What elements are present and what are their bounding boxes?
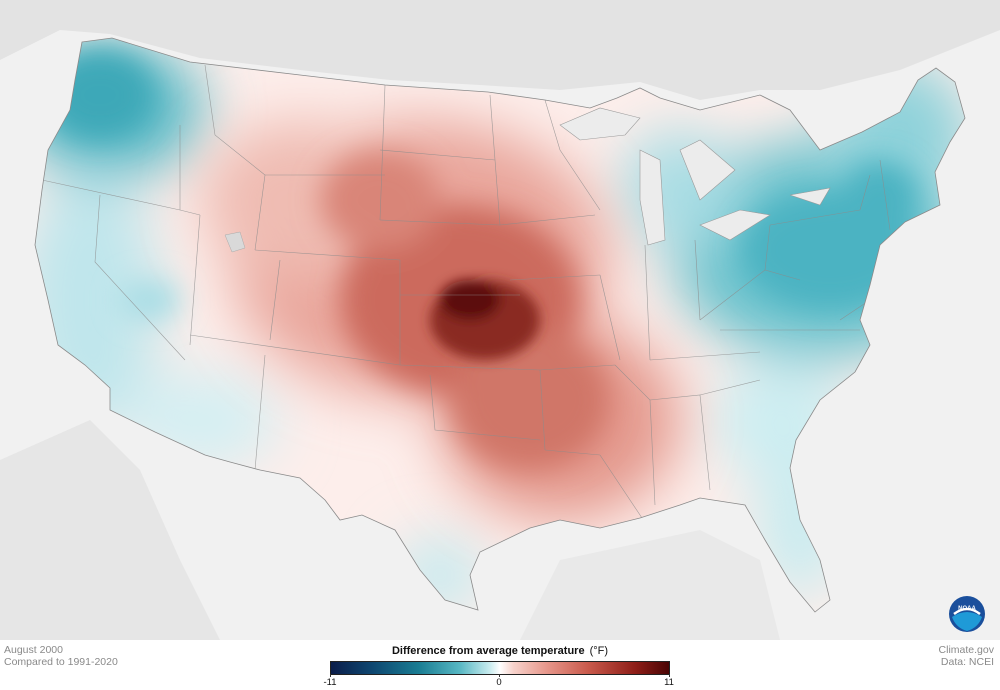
map-credits: Climate.gov Data: NCEI	[939, 644, 994, 668]
noaa-logo-text: NOAA	[958, 606, 976, 612]
map-footer: August 2000 Compared to 1991-2020 Differ…	[0, 640, 1000, 690]
legend-title-row: Difference from average temperature (°F)	[330, 644, 670, 658]
color-legend: Difference from average temperature (°F) …	[323, 644, 673, 688]
caption-baseline: Compared to 1991-2020	[4, 656, 118, 668]
credit-data: Data: NCEI	[940, 656, 994, 668]
legend-color-bar	[330, 661, 670, 675]
credit-source: Climate.gov	[938, 644, 994, 656]
legend-tick-max	[669, 674, 670, 677]
legend-title: Difference from average temperature	[391, 645, 585, 657]
caption-date: August 2000	[4, 644, 63, 656]
legend-min-label: -11	[323, 677, 337, 688]
map-svg	[0, 0, 1000, 640]
legend-tick-min	[330, 674, 331, 677]
legend-unit: (°F)	[589, 645, 609, 657]
map-caption: August 2000 Compared to 1991-2020	[4, 644, 118, 668]
noaa-logo-icon: NOAA	[948, 595, 986, 633]
temperature-anomaly-map: NOAA	[0, 0, 1000, 640]
legend-mid-label: 0	[496, 677, 502, 688]
legend-max-label: 11	[664, 677, 674, 688]
legend-tick-mid	[499, 674, 500, 677]
